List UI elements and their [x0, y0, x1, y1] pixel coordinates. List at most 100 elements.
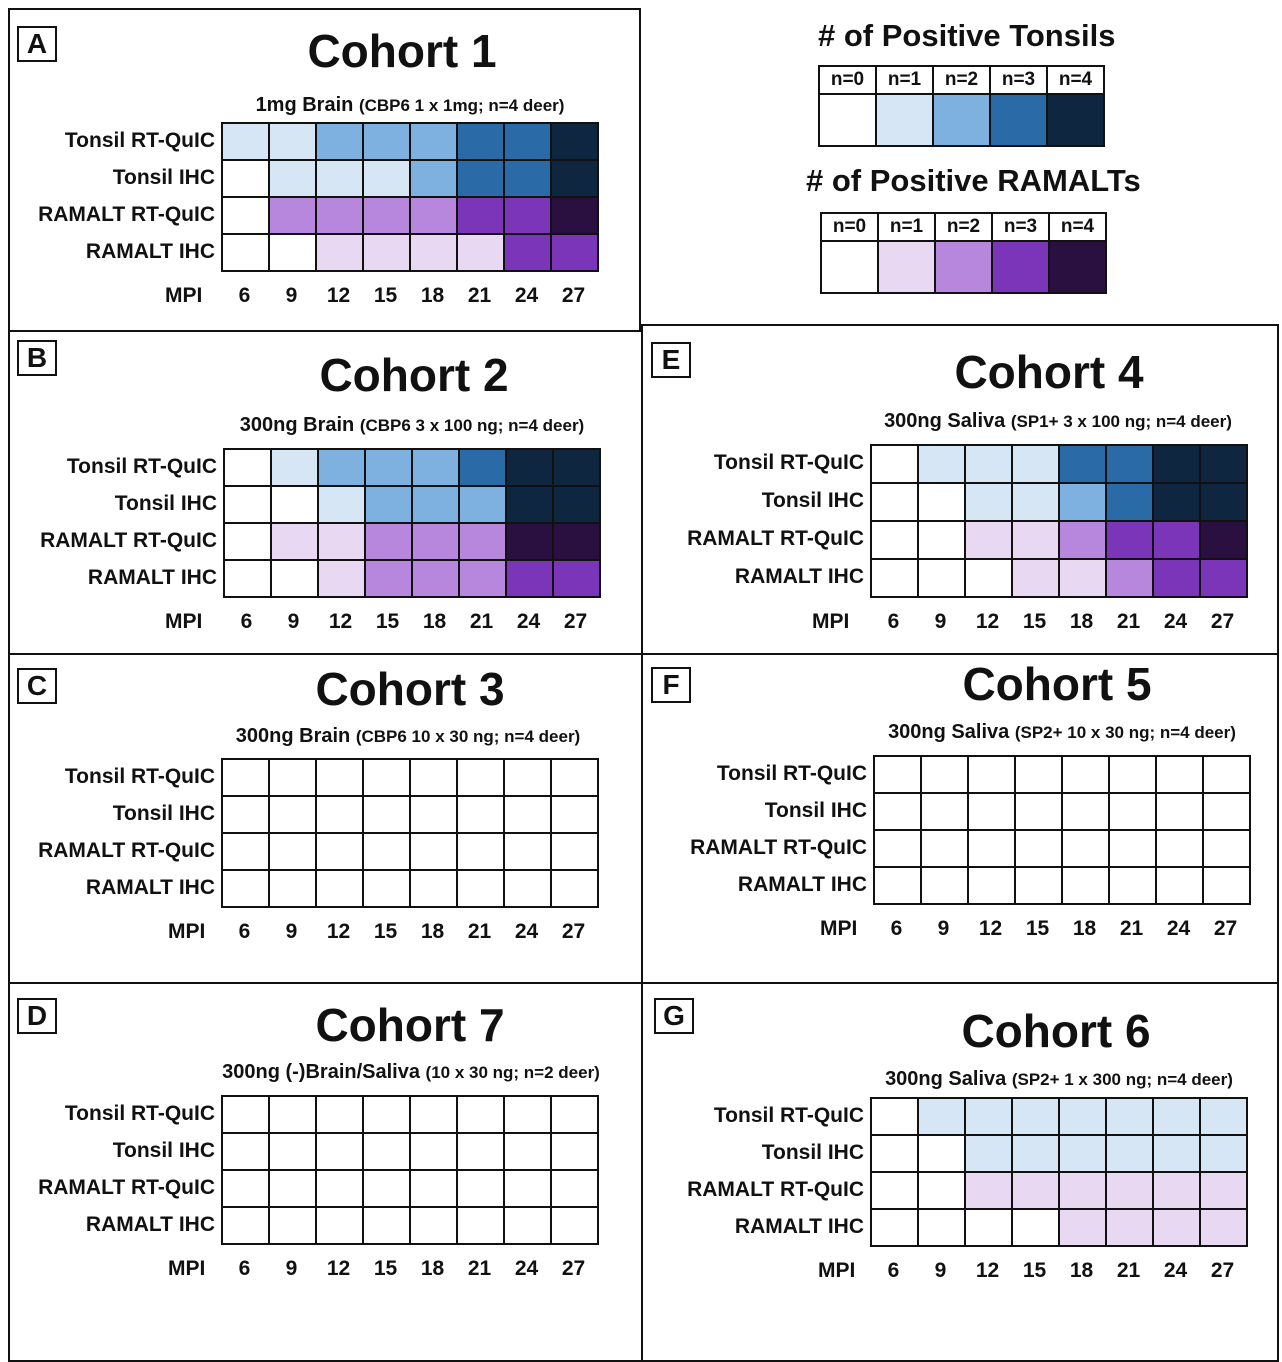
heatmap-cell	[1060, 1210, 1107, 1247]
panel-f-x-axis-label: MPI	[820, 917, 858, 940]
heatmap-cell	[411, 198, 458, 235]
heatmap-cell	[505, 198, 552, 235]
panel-b-x-tick: 18	[422, 610, 447, 633]
heatmap-cell	[364, 198, 411, 235]
legend-tonsils-swatch-2	[934, 95, 991, 147]
heatmap-cell	[919, 522, 966, 560]
legend-ramalts-label-3: n=3	[993, 214, 1050, 242]
heatmap-cell	[270, 797, 317, 834]
heatmap-cell	[460, 561, 507, 598]
heatmap-cell	[460, 450, 507, 487]
heatmap-cell	[272, 487, 319, 524]
heatmap-cell	[270, 1134, 317, 1171]
heatmap-cell	[223, 198, 270, 235]
heatmap-cell	[1201, 1099, 1248, 1136]
panel-f-row-label: RAMALT RT-QuIC	[690, 835, 867, 859]
panel-d-letter: D	[17, 998, 57, 1034]
panel-a-row-label: Tonsil RT-QuIC	[64, 128, 215, 152]
heatmap-cell	[919, 1099, 966, 1136]
heatmap-cell	[1154, 1210, 1201, 1247]
heatmap-cell	[1060, 1173, 1107, 1210]
heatmap-cell	[458, 871, 505, 908]
heatmap-cell	[319, 487, 366, 524]
heatmap-cell	[317, 161, 364, 198]
legend-tonsils-label-2: n=2	[934, 67, 991, 95]
panel-c-row-label: Tonsil RT-QuIC	[64, 764, 215, 788]
heatmap-cell	[1204, 831, 1251, 868]
heatmap-cell	[364, 834, 411, 871]
heatmap-cell	[317, 1134, 364, 1171]
heatmap-cell	[922, 757, 969, 794]
panel-g-x-axis-label: MPI	[818, 1259, 856, 1282]
heatmap-cell	[1107, 1173, 1154, 1210]
heatmap-cell	[319, 561, 366, 598]
heatmap-cell	[458, 198, 505, 235]
heatmap-cell	[969, 757, 1016, 794]
heatmap-cell	[270, 161, 317, 198]
heatmap-cell	[1201, 1173, 1248, 1210]
heatmap-cell	[1060, 1099, 1107, 1136]
heatmap-cell	[411, 235, 458, 272]
heatmap-cell	[364, 1097, 411, 1134]
legend-ramalts-label-1: n=1	[879, 214, 936, 242]
heatmap-cell	[1060, 484, 1107, 522]
panel-e-x-tick: 15	[1022, 610, 1047, 633]
panel-a-x-axis-label: MPI	[165, 284, 203, 307]
heatmap-cell	[317, 834, 364, 871]
panel-g-subtitle-main: 300ng Saliva	[885, 1068, 1007, 1090]
heatmap-cell	[1204, 794, 1251, 831]
legend-tonsils-label-3: n=3	[991, 67, 1048, 95]
panel-g-subtitle-detail: (SP2+ 1 x 300 ng; n=4 deer)	[1011, 1070, 1233, 1089]
heatmap-cell	[1201, 560, 1248, 598]
panel-b-x-axis-label: MPI	[165, 610, 203, 633]
panel-b-row-label: RAMALT RT-QuIC	[40, 528, 217, 552]
heatmap-cell	[272, 524, 319, 561]
panel-g-heatmap	[870, 1097, 1248, 1247]
panel-d-row-label: RAMALT RT-QuIC	[38, 1175, 215, 1199]
panel-f-x-tick: 12	[978, 917, 1003, 940]
heatmap-cell	[872, 1173, 919, 1210]
heatmap-cell	[270, 834, 317, 871]
heatmap-cell	[919, 1136, 966, 1173]
heatmap-cell	[966, 522, 1013, 560]
heatmap-cell	[317, 1171, 364, 1208]
heatmap-cell	[317, 124, 364, 161]
panel-a-row-label: RAMALT RT-QuIC	[38, 202, 215, 226]
heatmap-cell	[1157, 794, 1204, 831]
heatmap-cell	[505, 1134, 552, 1171]
heatmap-cell	[225, 524, 272, 561]
heatmap-cell	[411, 1171, 458, 1208]
panel-a-x-tick: 27	[561, 284, 586, 307]
panel-e-x-tick: 9	[934, 610, 947, 633]
heatmap-cell	[872, 1210, 919, 1247]
heatmap-cell	[270, 198, 317, 235]
panel-e-x-tick: 27	[1210, 610, 1235, 633]
legend-tonsils-label-1: n=1	[877, 67, 934, 95]
panel-a-row-label: RAMALT IHC	[85, 239, 215, 263]
heatmap-cell	[872, 446, 919, 484]
panel-c-x-tick: 24	[514, 920, 539, 943]
heatmap-cell	[1154, 522, 1201, 560]
panel-b-subtitle: 300ng Brain (CBP6 3 x 100 ng; n=4 deer)	[162, 414, 662, 437]
panel-e-title: Cohort 4	[954, 346, 1144, 398]
panel-e-subtitle: 300ng Saliva (SP1+ 3 x 100 ng; n=4 deer)	[808, 410, 1282, 433]
heatmap-cell	[411, 161, 458, 198]
panel-c-row-label: RAMALT RT-QuIC	[38, 838, 215, 862]
heatmap-cell	[1016, 868, 1063, 905]
heatmap-cell	[366, 524, 413, 561]
heatmap-cell	[875, 757, 922, 794]
panel-e-x-tick: 12	[975, 610, 1000, 633]
heatmap-cell	[317, 760, 364, 797]
panel-a-x-tick: 15	[373, 284, 398, 307]
panel-g-x-tick: 15	[1022, 1259, 1047, 1282]
heatmap-cell	[319, 450, 366, 487]
heatmap-cell	[505, 124, 552, 161]
heatmap-cell	[223, 834, 270, 871]
heatmap-cell	[552, 161, 599, 198]
heatmap-cell	[505, 1208, 552, 1245]
heatmap-cell	[364, 124, 411, 161]
heatmap-cell	[1013, 446, 1060, 484]
heatmap-cell	[969, 868, 1016, 905]
heatmap-cell	[1110, 794, 1157, 831]
panel-c-x-tick: 21	[467, 920, 492, 943]
